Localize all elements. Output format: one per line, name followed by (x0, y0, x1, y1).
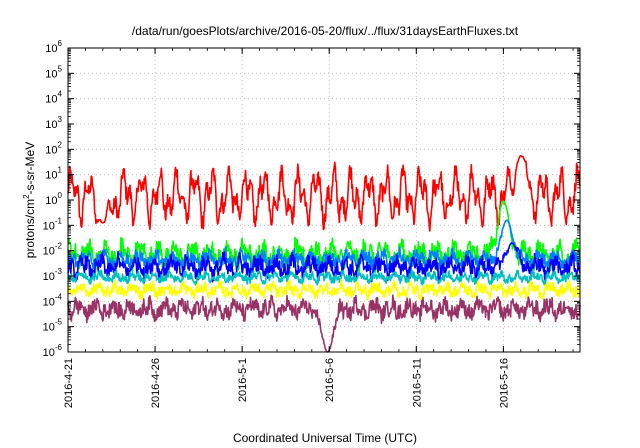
x-tick-label: 2016-5-11 (411, 358, 423, 407)
y-axis-label-main: protons/cm (23, 199, 37, 258)
y-tick-label: 103 (45, 115, 62, 131)
x-tick-label: 2016-4-21 (63, 358, 75, 408)
y-tick-label: 10-3 (43, 267, 63, 283)
chart-title: /data/run/goesPlots/archive/2016-05-20/f… (132, 24, 519, 38)
y-axis-label-tail: -s-sr-MeV (23, 142, 37, 195)
series-line (67, 154, 581, 232)
y-tick-label: 104 (45, 90, 62, 106)
y-tick-label: 10-1 (43, 216, 63, 232)
series-line (67, 200, 581, 274)
x-tick-label: 2016-4-26 (150, 358, 162, 408)
y-tick-label: 10-5 (43, 318, 63, 334)
series-group (67, 154, 581, 353)
x-axis-label: Coordinated Universal Time (UTC) (233, 431, 417, 445)
x-tick-label: 2016-5-6 (324, 358, 336, 402)
y-tick-label: 102 (45, 140, 62, 156)
series-line (67, 242, 581, 284)
y-tick-label: 106 (45, 39, 62, 55)
series-line (67, 294, 581, 353)
y-tick-label: 10-4 (43, 292, 63, 308)
x-tick-label: 2016-5-1 (237, 358, 249, 402)
series-line (67, 268, 581, 286)
series-line (67, 278, 581, 301)
y-tick-label: 10-6 (43, 343, 63, 359)
y-tick-label: 100 (45, 191, 62, 207)
y-axis-label: protons/cm2-s-sr-MeV (22, 142, 37, 258)
y-tick-label: 101 (45, 166, 62, 182)
y-tick-label: 10-2 (43, 242, 63, 258)
y-tick-label: 105 (45, 64, 62, 80)
x-tick-label: 2016-5-16 (498, 358, 510, 408)
ticks: 10-6 10-5 10-4 10-3 10-2 10-1 100 101 102 103 104 1… (43, 39, 580, 408)
y-axis-label-sup: 2 (22, 194, 31, 199)
